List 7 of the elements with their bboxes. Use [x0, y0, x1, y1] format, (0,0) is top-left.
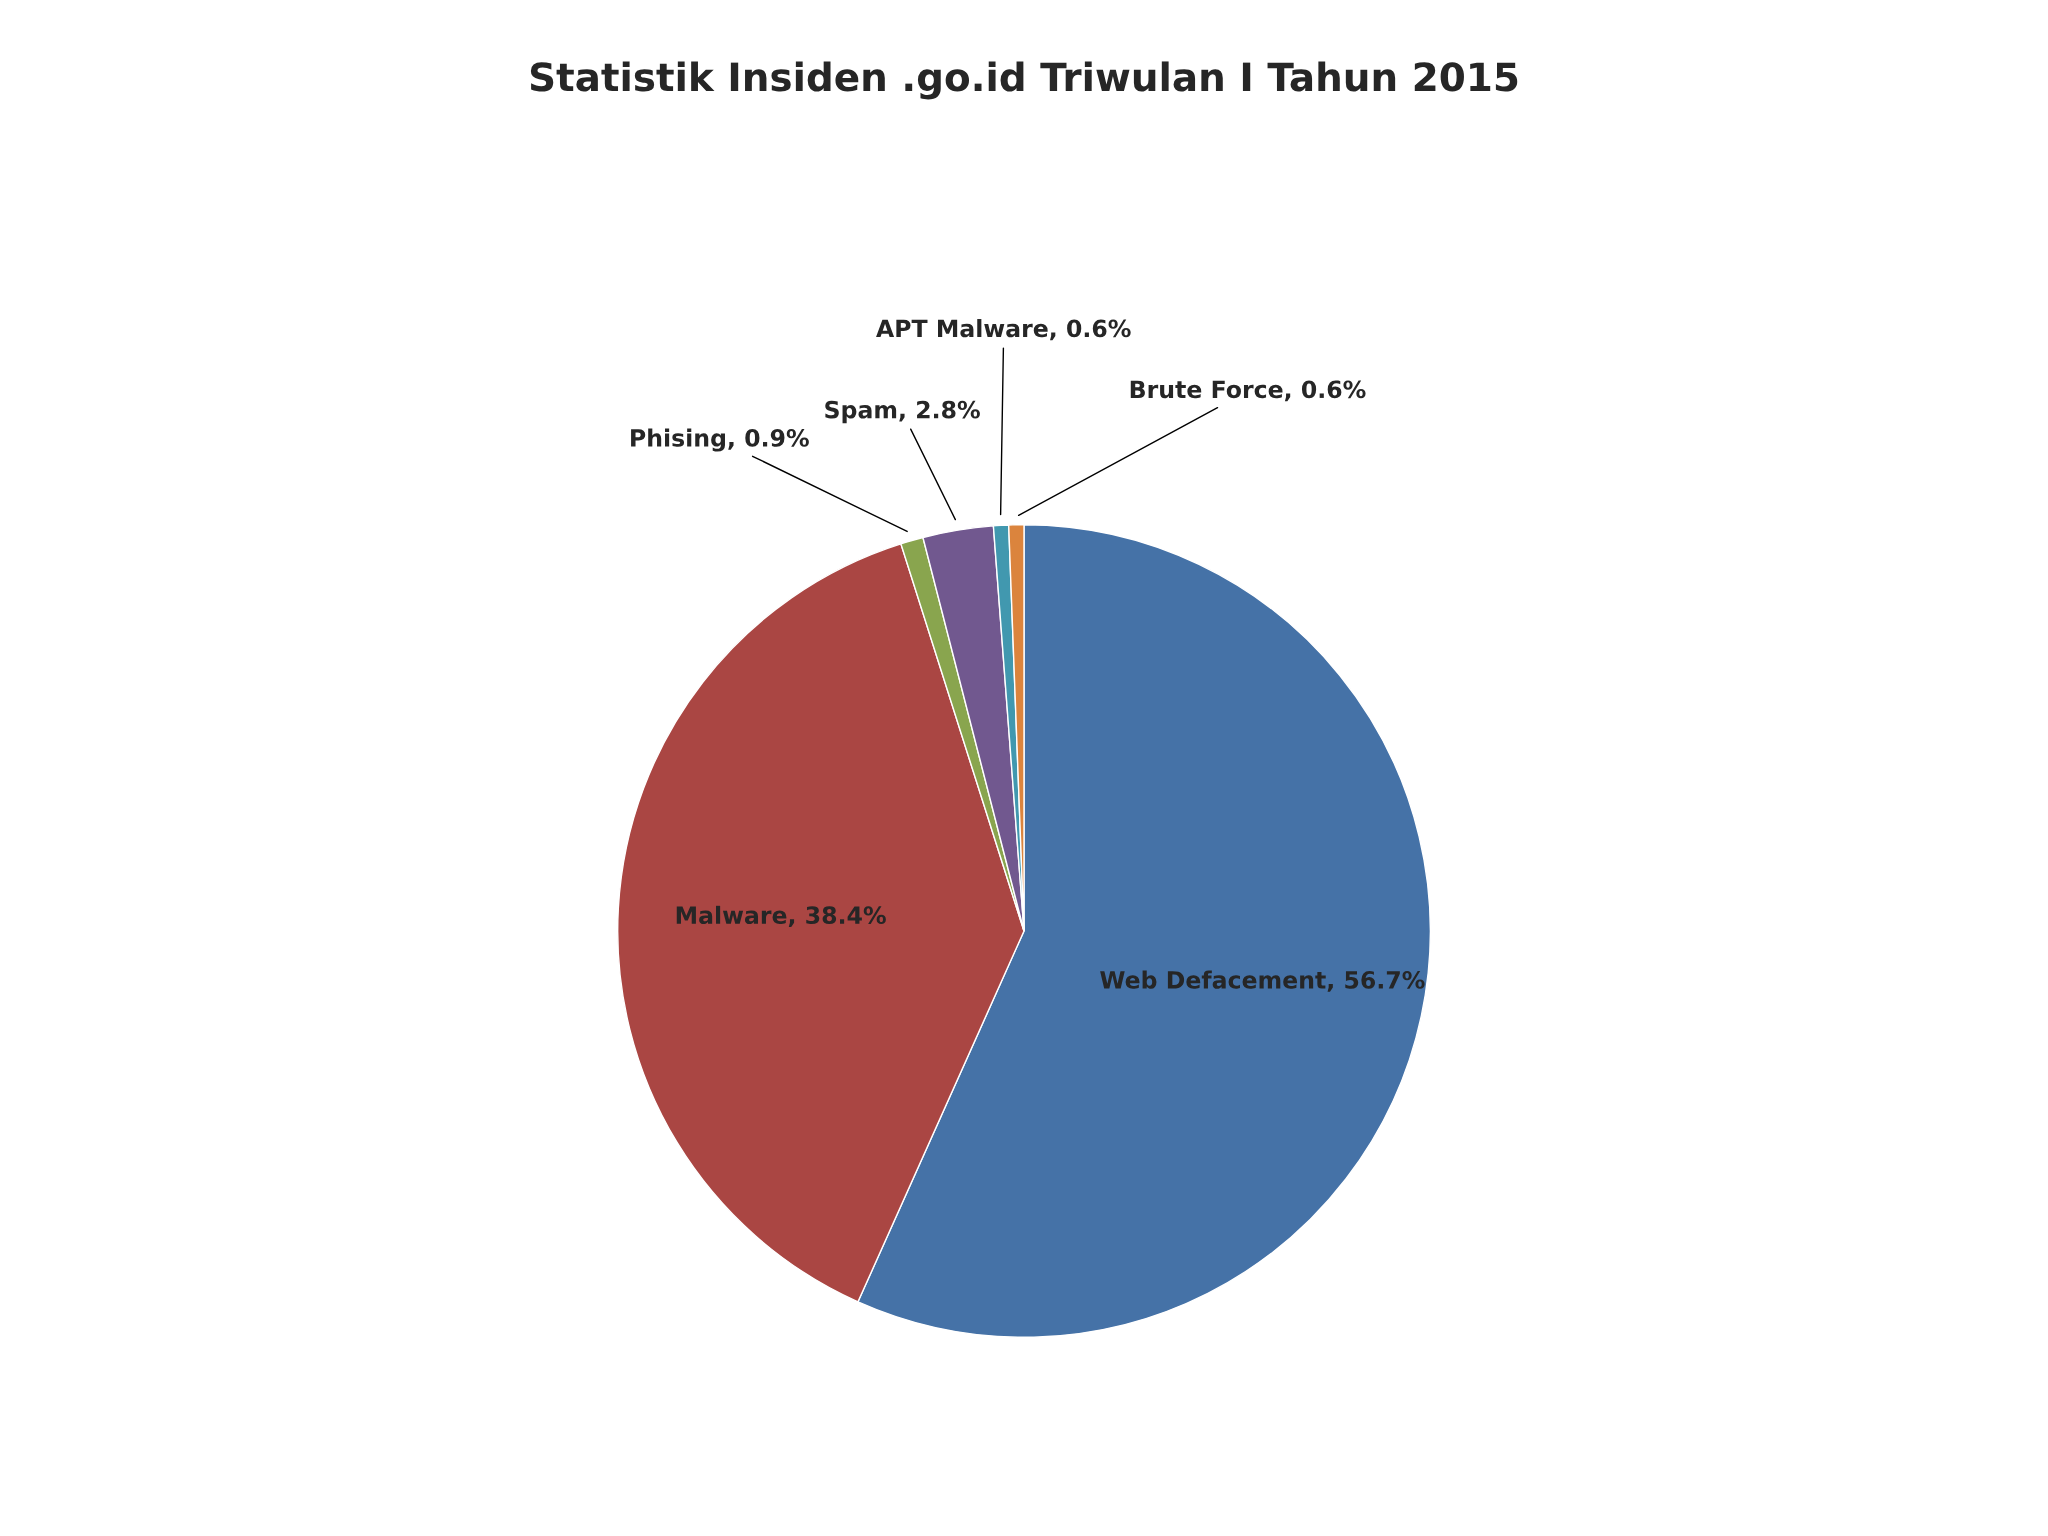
chart-title: Statistik Insiden .go.id Triwulan I Tahun 2015: [530, 61, 1518, 100]
slice-label: Web Defacement, 56.7%: [1100, 970, 1425, 992]
slice-label: APT Malware, 0.6%: [876, 319, 1131, 341]
slice-label: Brute Force, 0.6%: [1130, 380, 1366, 402]
slice-label: Malware, 38.4%: [676, 905, 886, 928]
slice-label: Phising, 0.9%: [631, 428, 809, 452]
slice-label: Spam, 2.8%: [825, 400, 980, 424]
